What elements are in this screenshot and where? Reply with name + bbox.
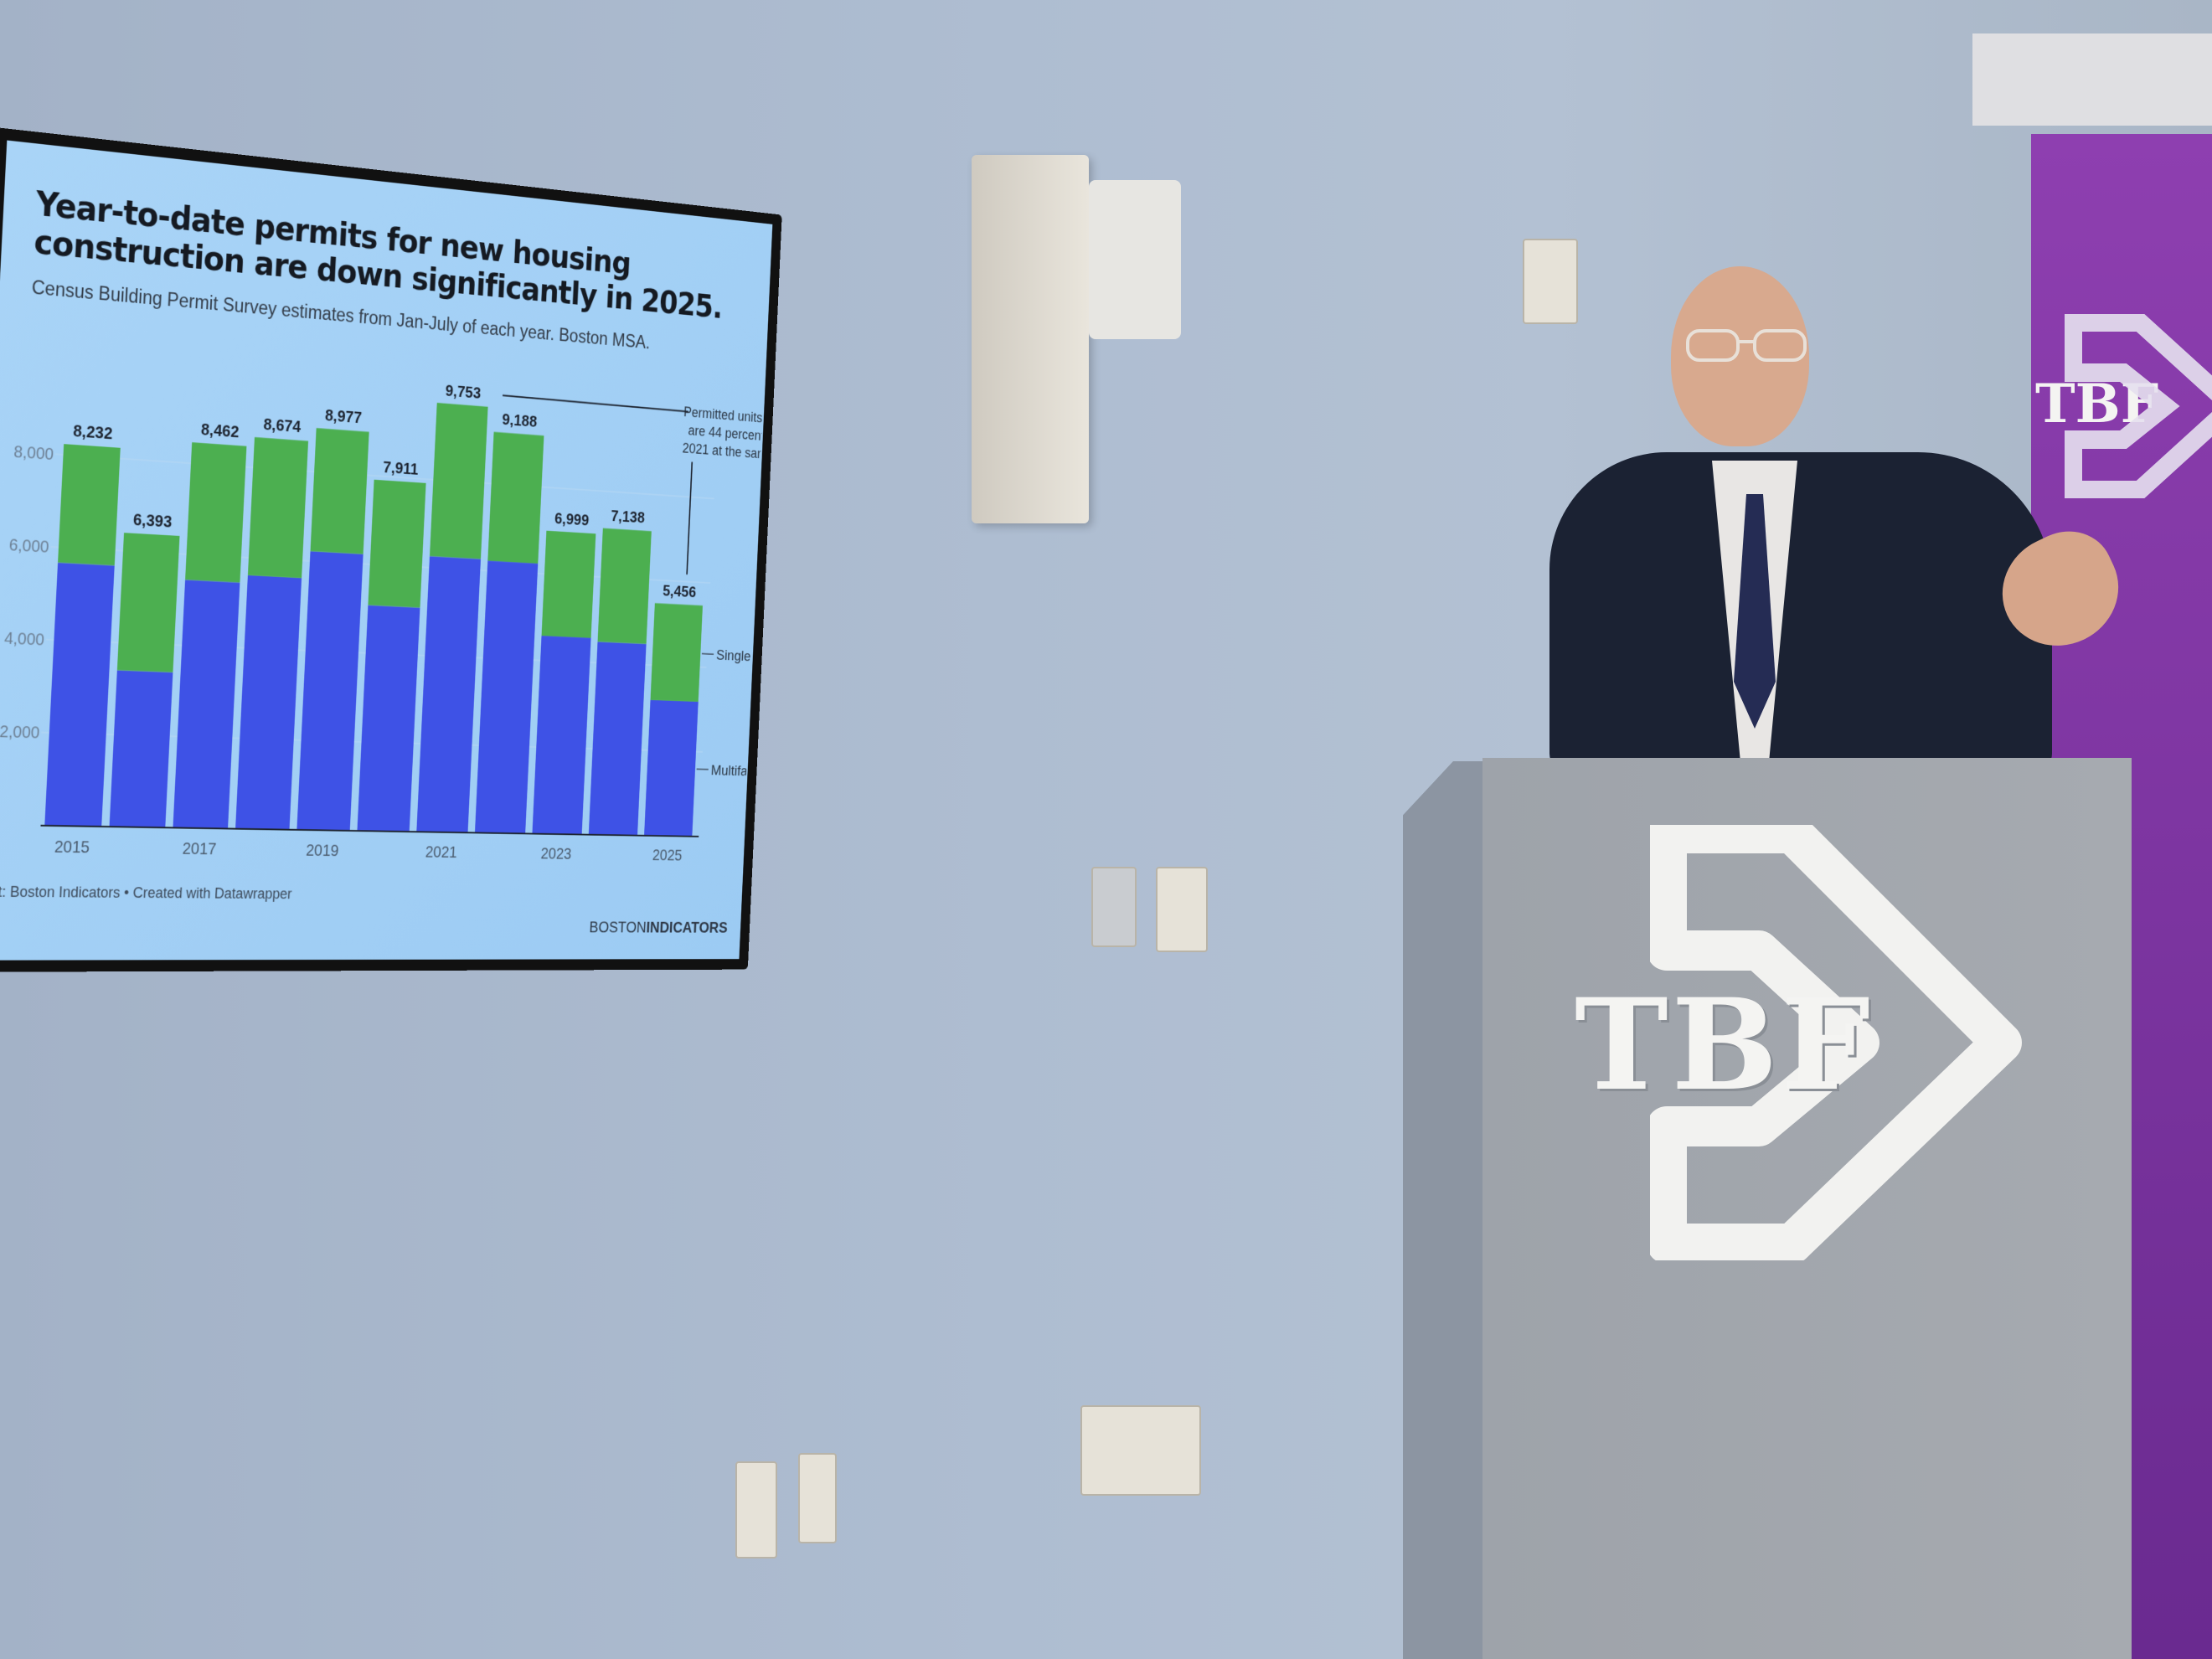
speaker-bracket (1089, 180, 1181, 339)
y-tick-label: 6,000 (8, 536, 49, 557)
bar-single-family-2021 (429, 402, 488, 559)
bar-single-family-2022 (487, 431, 544, 564)
data-jack-plate (798, 1453, 837, 1543)
podium: TBF (1482, 758, 2132, 1659)
y-tick-label: 2,000 (0, 723, 40, 743)
annotation-arrow-down (687, 462, 692, 574)
total-label-2016: 6,393 (132, 511, 172, 531)
light-switch[interactable] (1091, 867, 1137, 947)
total-label-2019: 8,977 (325, 407, 363, 427)
bar-multifamily-2022 (474, 560, 539, 834)
projector-screen-housing (1972, 33, 2212, 126)
bar-multifamily-2025 (644, 699, 699, 837)
total-label-2023: 6,999 (554, 510, 590, 529)
speaker-head (1671, 266, 1809, 446)
wall-speaker (972, 155, 1089, 523)
tv-display: Year-to-date permits for new housing con… (0, 127, 782, 972)
bar-single-family-2023 (541, 530, 596, 638)
eyeglasses-icon (1686, 329, 1807, 362)
total-label-2017: 8,462 (200, 421, 239, 442)
bar-multifamily-2020 (357, 605, 420, 832)
bar-single-family-2015 (58, 444, 121, 566)
x-tick-label: 2019 (306, 842, 339, 860)
bar-single-family-2016 (116, 533, 180, 672)
legend-label-single-family: Single Family (716, 647, 765, 666)
presentation-slide: Year-to-date permits for new housing con… (0, 140, 773, 961)
bar-single-family-2024 (597, 528, 652, 644)
total-label-2022: 9,188 (502, 411, 538, 431)
tv-bezel: Year-to-date permits for new housing con… (0, 127, 782, 972)
x-tick-label: 2023 (540, 845, 572, 863)
bar-multifamily-2021 (416, 556, 481, 833)
total-label-2020: 7,911 (383, 459, 419, 479)
bar-multifamily-2024 (588, 641, 647, 836)
bar-single-family-2017 (185, 442, 247, 583)
chart-credit: hart: Boston Indicators • Created with D… (0, 883, 292, 903)
bar-multifamily-2015 (44, 562, 115, 827)
wall-control-plate (1156, 867, 1208, 952)
bar-single-family-2025 (650, 603, 703, 702)
podium-logo-text: TBF (1575, 971, 1874, 1119)
x-tick-label: 2017 (182, 840, 217, 858)
annotation-line: 2021 at the same time. (682, 440, 764, 464)
brand-light: BOSTON (589, 919, 647, 936)
x-tick-label: 2021 (425, 843, 457, 861)
stacked-bar-chart: 2,000 4,000 6,000 8,000 8,232 6,393 8,462 8,674… (0, 382, 765, 864)
legend-leader (702, 654, 714, 655)
total-label-2025: 5,456 (663, 583, 697, 601)
boston-indicators-logo: BOSTONINDICATORS (589, 920, 728, 937)
x-tick-label: 2015 (54, 838, 90, 858)
av-wall-plate (1080, 1405, 1201, 1496)
podium-side (1403, 761, 1487, 1659)
speaker-person-suit (1549, 452, 2052, 770)
bar-multifamily-2018 (235, 574, 302, 830)
banner-arrow-logo (2065, 314, 2212, 498)
total-label-2015: 8,232 (73, 422, 113, 443)
bar-single-family-2018 (247, 437, 309, 579)
bar-multifamily-2017 (173, 580, 240, 829)
bar-multifamily-2016 (109, 670, 173, 828)
x-tick-label: 2025 (652, 847, 683, 864)
total-label-2021: 9,753 (445, 382, 481, 402)
total-label-2024: 7,138 (611, 507, 645, 527)
bar-multifamily-2019 (296, 551, 364, 831)
y-tick-label: 4,000 (4, 629, 45, 649)
y-tick-label: 8,000 (13, 443, 54, 464)
total-label-2018: 8,674 (263, 416, 302, 437)
legend-label-multifamily: Multifamily (710, 762, 764, 780)
power-outlet (735, 1461, 777, 1559)
brand-bold: INDICATORS (646, 919, 728, 937)
bar-single-family-2019 (310, 428, 369, 554)
annotation-arrow-left (503, 395, 688, 411)
bar-single-family-2020 (368, 479, 426, 608)
wall-plate (1523, 239, 1578, 324)
podium-arrow-logo (1650, 825, 2022, 1260)
bar-multifamily-2023 (532, 636, 591, 835)
